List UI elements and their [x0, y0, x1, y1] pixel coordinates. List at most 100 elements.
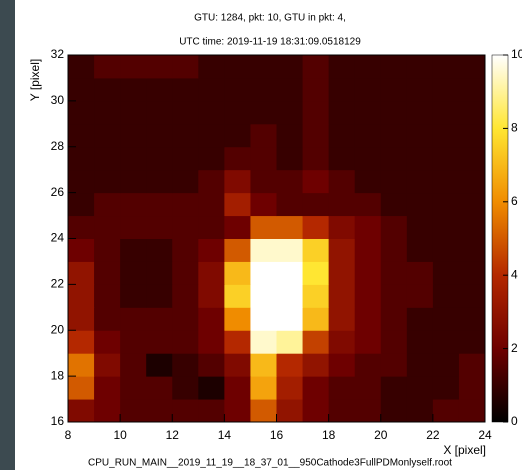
y-tick-label: 22 [51, 277, 65, 291]
heat-cell [328, 261, 356, 285]
y-tick-label: 20 [51, 322, 65, 336]
heat-cell [94, 307, 121, 331]
heat-cell [94, 284, 121, 308]
heat-cell [380, 55, 408, 79]
heat-cell [120, 169, 147, 194]
heat-cell [406, 215, 434, 239]
chart-title: GTU: 1284, pkt: 10, GTU in pkt: 4, [194, 13, 346, 24]
heat-cell [458, 307, 486, 331]
z-tick-label: 0 [511, 414, 518, 428]
heat-cell [68, 330, 95, 354]
heat-cell [120, 284, 147, 308]
heat-cell [250, 284, 277, 308]
z-tick-label: 4 [511, 267, 518, 281]
heat-cell [380, 77, 408, 102]
heat-cell [224, 284, 251, 308]
heat-cell [198, 261, 225, 285]
heat-cell [328, 77, 356, 102]
heat-cell [406, 330, 434, 354]
heat-cell [354, 169, 382, 194]
heat-cell [328, 146, 356, 171]
heat-cell [302, 192, 330, 217]
desktop-strip [0, 0, 15, 470]
heat-cell [250, 215, 277, 239]
heat-cell [250, 123, 277, 148]
heat-cell [302, 330, 330, 354]
y-axis-label: Y [pixel] [28, 59, 42, 101]
heat-cell [458, 123, 486, 148]
heat-cell [224, 100, 251, 125]
heat-cell [432, 307, 460, 331]
heat-cell [276, 261, 304, 285]
heat-cell [172, 169, 199, 194]
heat-cell [198, 215, 225, 239]
heat-cell [146, 100, 173, 125]
heat-cell [276, 353, 304, 377]
heat-cell [380, 307, 408, 331]
heat-cell [354, 353, 382, 377]
heat-cell [380, 215, 408, 239]
heat-cell [458, 169, 486, 194]
heat-cell [120, 215, 147, 239]
heat-cell [250, 169, 277, 194]
heat-cell [458, 238, 486, 262]
x-tick-label: 10 [113, 428, 127, 442]
heat-cell [198, 100, 225, 125]
heat-cell [380, 146, 408, 171]
heat-cell [198, 192, 225, 217]
heat-cell [380, 353, 408, 377]
x-tick-label: 20 [374, 428, 388, 442]
heat-cell [94, 123, 121, 148]
heat-cell [68, 169, 95, 194]
heat-cell [120, 100, 147, 125]
heat-cell [224, 55, 251, 79]
heat-cell [302, 261, 330, 285]
heat-cell [68, 123, 95, 148]
heat-cell [250, 353, 277, 377]
heat-cell [224, 146, 251, 171]
heat-cell [406, 261, 434, 285]
heat-cell [198, 353, 225, 377]
heat-cell [276, 146, 304, 171]
heat-cell [276, 284, 304, 308]
heat-cell [68, 376, 95, 400]
heat-cell [276, 77, 304, 102]
heat-cell [406, 238, 434, 262]
heat-cell [224, 238, 251, 262]
heat-cell [328, 330, 356, 354]
heat-cell [458, 261, 486, 285]
heat-cell [146, 192, 173, 217]
heat-cell [120, 146, 147, 171]
heat-cell [250, 399, 277, 423]
heat-cell [458, 55, 486, 79]
heat-cell [68, 146, 95, 171]
heat-cell [120, 55, 147, 79]
heat-cell [172, 192, 199, 217]
heat-cell [146, 330, 173, 354]
heat-cell [380, 284, 408, 308]
heat-cell [406, 100, 434, 125]
heat-cell [250, 307, 277, 331]
heat-cell [458, 353, 486, 377]
heat-cell [302, 77, 330, 102]
y-tick-label: 24 [51, 231, 65, 245]
heat-cell [380, 261, 408, 285]
heat-cell [120, 376, 147, 400]
heat-cell [198, 55, 225, 79]
heat-cell [172, 284, 199, 308]
heat-cell [380, 100, 408, 125]
heat-cell [276, 215, 304, 239]
heat-cell [120, 307, 147, 331]
heat-cell [354, 238, 382, 262]
z-tick-label: 2 [511, 341, 518, 355]
heat-cell [406, 169, 434, 194]
heat-cell [458, 376, 486, 400]
heat-cell [432, 376, 460, 400]
heat-cell [94, 77, 121, 102]
heat-cell [302, 55, 330, 79]
heat-cell [432, 146, 460, 171]
heat-cell [302, 307, 330, 331]
heat-cell [94, 376, 121, 400]
z-tick-label: 6 [511, 194, 518, 208]
heat-cell [276, 100, 304, 125]
